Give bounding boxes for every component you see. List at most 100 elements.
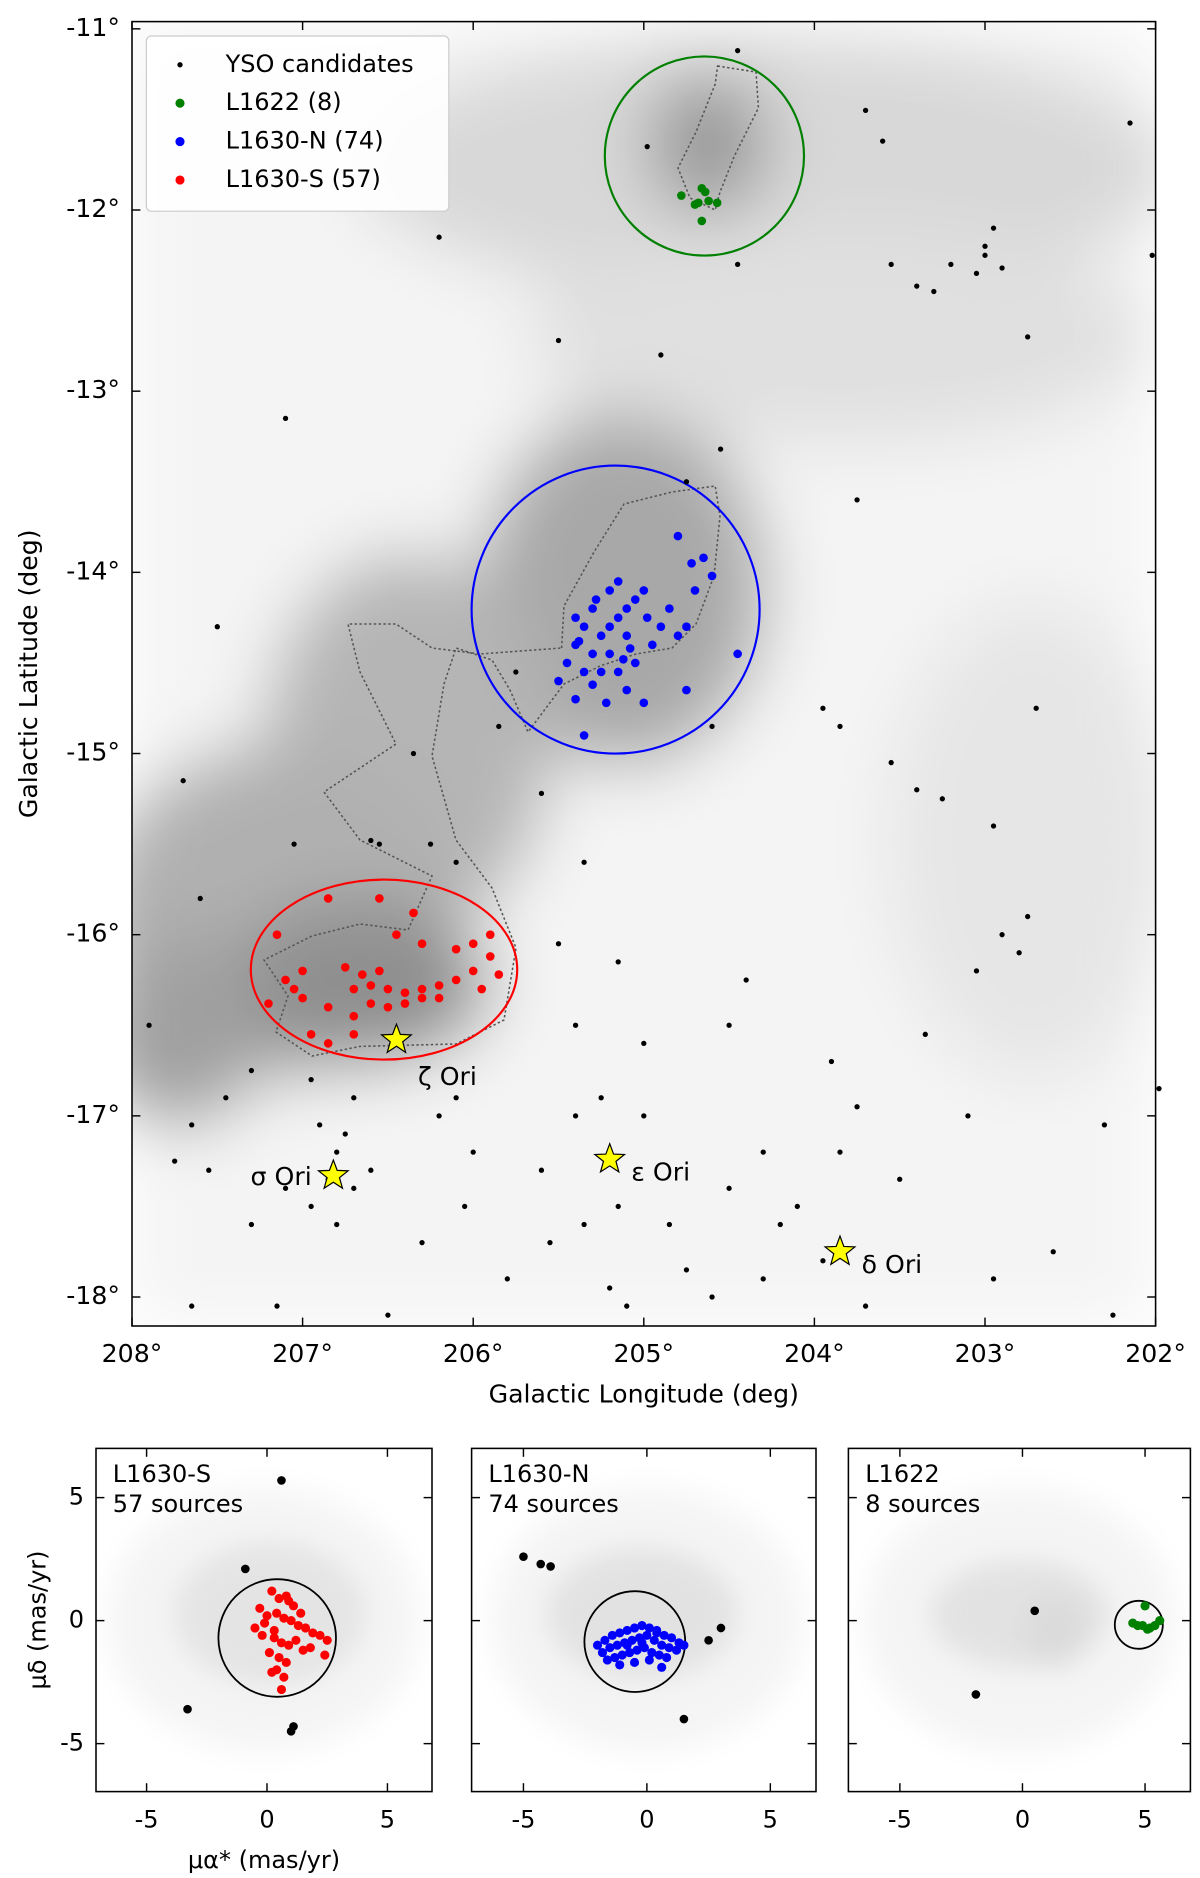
point <box>982 243 988 249</box>
point <box>214 624 220 630</box>
point <box>659 1630 669 1640</box>
point <box>277 1476 286 1485</box>
legend-label: L1630-S (57) <box>226 165 381 193</box>
point <box>284 1596 294 1606</box>
point <box>308 1076 314 1083</box>
point <box>250 1623 260 1633</box>
point <box>914 787 920 793</box>
point <box>468 939 478 949</box>
point <box>340 962 350 972</box>
point <box>274 1303 280 1309</box>
point <box>276 1638 287 1648</box>
point <box>269 1625 279 1636</box>
point <box>605 622 614 632</box>
point <box>665 604 674 613</box>
point <box>605 586 614 595</box>
point <box>368 1167 374 1173</box>
legend-label: YSO candidates <box>225 50 414 78</box>
contours <box>262 65 760 1057</box>
point <box>286 1727 296 1736</box>
point <box>349 1030 359 1039</box>
point <box>1127 120 1133 126</box>
point <box>206 1167 212 1173</box>
point <box>298 993 307 1003</box>
point <box>462 1203 468 1210</box>
point <box>417 993 427 1003</box>
point <box>897 1176 903 1182</box>
point <box>375 966 384 976</box>
x-tick-label: 205° <box>613 1339 674 1368</box>
y-tick-label: 5 <box>69 1483 84 1511</box>
point <box>305 1643 315 1653</box>
point <box>629 1623 640 1633</box>
point <box>743 977 749 983</box>
y-tick-label: -5 <box>60 1729 84 1757</box>
point <box>1025 334 1031 340</box>
point <box>637 1620 647 1631</box>
point <box>677 191 686 200</box>
point <box>612 1640 622 1650</box>
point <box>704 196 713 206</box>
point <box>622 631 632 641</box>
point <box>572 1113 579 1119</box>
point <box>383 1002 393 1012</box>
y-axis-label: Galactic Latitude (deg) <box>14 529 43 818</box>
point <box>248 1067 255 1074</box>
point <box>536 1559 546 1569</box>
point <box>613 577 623 586</box>
point <box>504 1276 510 1282</box>
point <box>417 939 427 949</box>
point <box>597 1648 608 1658</box>
point <box>760 1149 766 1155</box>
point <box>605 1643 615 1653</box>
point <box>707 571 717 581</box>
dust-map <box>132 21 1156 1326</box>
point <box>351 1185 357 1191</box>
point <box>687 558 696 568</box>
point <box>269 1633 279 1643</box>
point <box>1016 950 1022 956</box>
point <box>279 1613 289 1623</box>
point <box>281 1657 291 1667</box>
point <box>615 1628 625 1638</box>
point <box>436 1113 442 1119</box>
point <box>494 970 504 979</box>
point <box>272 930 282 940</box>
y-axis-label: μδ (mas/yr) <box>23 1550 51 1689</box>
legend-box <box>145 35 450 212</box>
point <box>282 415 289 421</box>
point <box>322 1635 332 1645</box>
point <box>571 694 580 704</box>
x-tick-label: -5 <box>888 1805 912 1833</box>
point <box>468 966 478 976</box>
point <box>485 952 495 961</box>
point <box>588 680 597 689</box>
point <box>658 352 664 358</box>
point <box>291 1635 301 1645</box>
axes-frame <box>470 1447 817 1793</box>
axes-frame <box>95 1447 433 1793</box>
point <box>189 1303 195 1309</box>
point <box>385 1312 391 1318</box>
point <box>697 216 707 226</box>
point <box>264 1648 274 1658</box>
point <box>264 999 273 1008</box>
point <box>323 1002 333 1012</box>
point <box>296 1608 306 1618</box>
field-pm-cloud <box>864 1488 1176 1752</box>
point <box>629 1657 640 1667</box>
point <box>1033 705 1039 711</box>
point <box>965 1113 971 1119</box>
point <box>308 1203 314 1210</box>
y-tick-label: 0 <box>69 1606 84 1634</box>
point <box>262 1611 272 1621</box>
x-tick-label: 208° <box>102 1339 163 1368</box>
panel-subtitle: 8 sources <box>865 1490 980 1518</box>
point <box>914 283 920 289</box>
point <box>409 908 418 918</box>
point <box>323 1039 333 1048</box>
point <box>300 1623 311 1633</box>
point <box>601 698 611 708</box>
point <box>682 622 691 632</box>
